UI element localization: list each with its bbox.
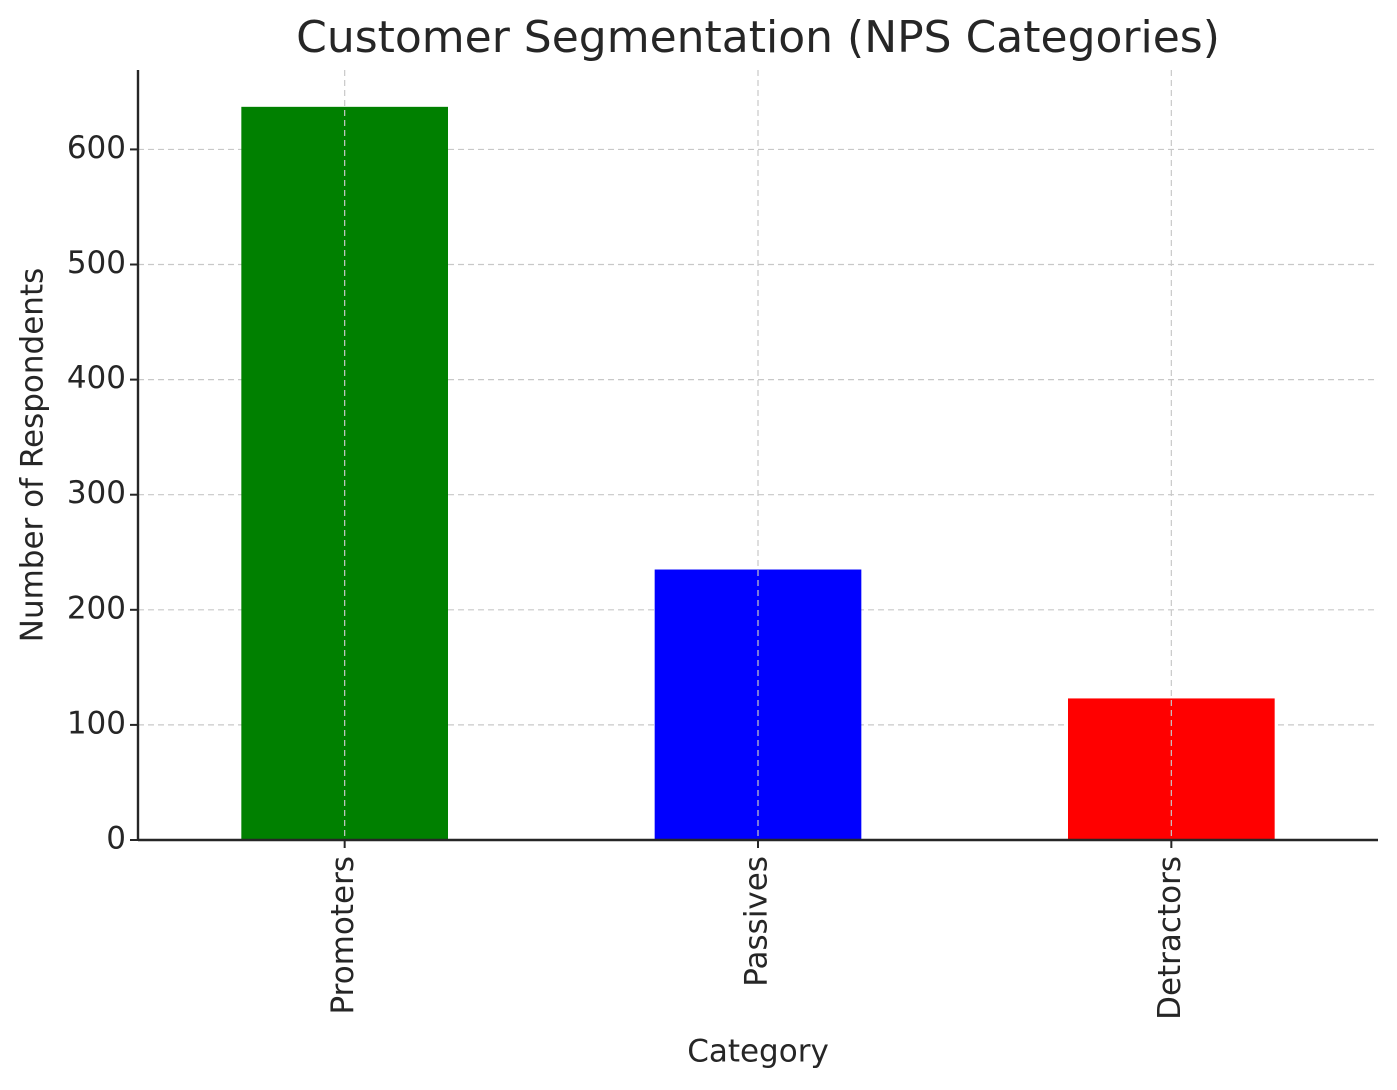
bar [1068, 698, 1275, 840]
y-tick-label: 100 [67, 705, 126, 741]
y-tick-label: 300 [67, 475, 126, 511]
x-tick-label: Passives [739, 856, 775, 987]
y-tick-label: 400 [67, 360, 126, 396]
x-axis-label: Category [687, 1034, 829, 1070]
x-tick-label: Promoters [325, 856, 361, 1014]
x-tick-label: Detractors [1152, 856, 1188, 1020]
y-tick-label: 200 [67, 590, 126, 626]
y-tick-label: 500 [67, 245, 126, 281]
y-tick-label: 0 [106, 821, 126, 857]
y-axis-label: Number of Respondents [15, 268, 51, 642]
chart-title: Customer Segmentation (NPS Categories) [296, 12, 1220, 63]
y-tick-label: 600 [67, 130, 126, 166]
